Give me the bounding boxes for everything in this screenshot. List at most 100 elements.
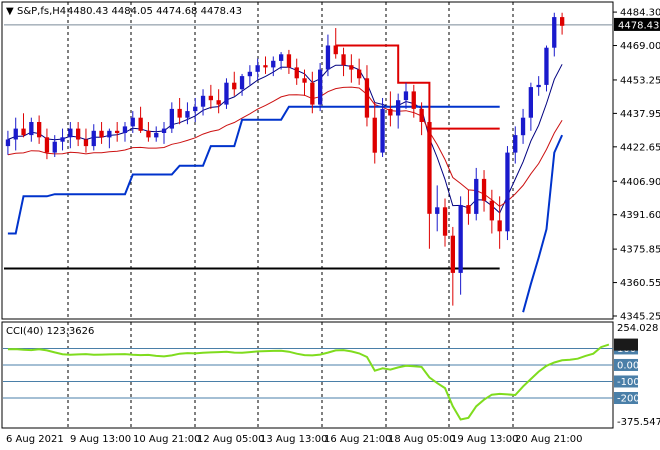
price-tick-label: 4345.25 xyxy=(620,312,660,323)
time-tick-label: 6 Aug 2021 xyxy=(6,434,64,445)
cci-level-tag-label: -100 xyxy=(617,377,640,388)
candle-body xyxy=(185,111,190,118)
candle-body xyxy=(396,100,401,116)
candle-body xyxy=(52,141,57,153)
candle-body xyxy=(380,108,385,153)
candle-body xyxy=(177,108,182,118)
cci-current-tag xyxy=(614,338,638,351)
time-tick-label: 19 Aug 13:00 xyxy=(451,434,518,445)
time-tick-label: 9 Aug 13:00 xyxy=(70,434,131,445)
cci-level-tag-label: -200 xyxy=(617,394,640,405)
chart-header-arrow-icon[interactable]: ▼ xyxy=(6,6,14,17)
candle-body xyxy=(263,65,268,68)
candle-body xyxy=(450,235,455,273)
cci-panel-frame xyxy=(1,321,614,429)
candle-body xyxy=(68,128,73,138)
candle-body xyxy=(427,122,432,214)
blue-band-series xyxy=(522,134,564,313)
candle-body xyxy=(232,82,237,90)
time-tick-label: 16 Aug 21:00 xyxy=(324,434,391,445)
cci-level-tag-label: 0.00 xyxy=(617,360,639,371)
candle-body xyxy=(255,65,260,72)
candle-body xyxy=(76,128,81,140)
candle-body xyxy=(29,122,34,136)
candle-body xyxy=(21,128,26,136)
price-tick-label: 4453.25 xyxy=(620,75,660,86)
candle-body xyxy=(271,60,276,68)
price-tick-label: 4422.65 xyxy=(620,142,660,153)
time-tick-label: 18 Aug 05:00 xyxy=(388,434,455,445)
time-tick-label: 13 Aug 13:00 xyxy=(260,434,327,445)
candle-body xyxy=(435,207,440,214)
blue-band-series xyxy=(7,105,500,235)
candle-body xyxy=(325,45,331,70)
time-gridlines xyxy=(67,2,514,428)
candle-body xyxy=(13,128,18,140)
price-tick-label: 4406.90 xyxy=(620,177,660,188)
cci-level-tag xyxy=(614,392,638,405)
candle-body xyxy=(115,130,120,133)
candle-body xyxy=(130,117,135,127)
candle-body xyxy=(364,78,370,118)
current-price-tag-label: 4478.43 xyxy=(618,20,659,31)
time-tick-label: 20 Aug 21:00 xyxy=(515,434,582,445)
candle-body xyxy=(513,135,518,153)
price-tick-label: 4484.30 xyxy=(620,8,660,19)
price-tick-label: 4391.60 xyxy=(620,210,660,221)
candle-body xyxy=(497,220,502,232)
cci-line-layer xyxy=(7,343,610,421)
candle-body xyxy=(481,178,487,201)
candle-body xyxy=(528,87,533,118)
cci-level-tag xyxy=(614,375,638,388)
current-price-tag xyxy=(614,17,660,31)
price-tick-label: 4375.85 xyxy=(620,245,660,256)
candle-body xyxy=(318,69,323,105)
candle-body xyxy=(5,139,11,147)
candle-body xyxy=(560,17,565,26)
candle-body xyxy=(37,122,42,138)
candle-body xyxy=(154,133,159,138)
cci-level-tag xyxy=(614,358,638,371)
candle-body xyxy=(99,130,104,138)
candle-body xyxy=(442,207,448,236)
candle-body xyxy=(286,54,292,68)
candle-body xyxy=(466,205,471,214)
candles xyxy=(5,12,565,306)
price-tick-label: 4360.55 xyxy=(620,278,660,289)
time-tick-label: 10 Aug 21:00 xyxy=(133,434,200,445)
time-tick-label: 12 Aug 05:00 xyxy=(197,434,264,445)
price-tick-label: 4469.00 xyxy=(620,41,660,52)
cci-axis-label: -375.5478 xyxy=(617,417,660,428)
candle-body xyxy=(474,178,479,214)
candle-body xyxy=(146,130,151,138)
candle-body xyxy=(44,137,50,153)
candle-body xyxy=(333,45,338,55)
candle-body xyxy=(247,71,252,77)
candle-body xyxy=(193,106,198,112)
candle-body xyxy=(310,82,315,105)
red-step-series xyxy=(335,44,500,130)
candle-body xyxy=(161,128,167,133)
candle-body xyxy=(349,65,354,70)
candle-body xyxy=(60,137,65,142)
price-tick-label: 4437.95 xyxy=(620,109,660,120)
candle-body xyxy=(208,95,213,101)
candle-body xyxy=(169,108,174,129)
candle-body xyxy=(489,200,494,221)
main-panel-frame xyxy=(1,1,614,320)
cci-series xyxy=(7,343,610,421)
candle-body xyxy=(216,100,221,105)
chart-ohlc: 4480.43 4484.05 4474.68 4478.43 xyxy=(67,6,242,17)
candle-body xyxy=(372,117,377,153)
candle-body xyxy=(544,47,549,85)
candle-body xyxy=(341,54,346,66)
candle-body xyxy=(91,130,96,147)
candle-body xyxy=(458,205,463,273)
cci-levels xyxy=(3,347,613,399)
chart-symbol: S&P,fs,H4 xyxy=(17,6,66,17)
axis-labels: 4484.30 4469.00 4453.25 4437.95 4422.65 4406.… xyxy=(6,8,660,445)
candle-body xyxy=(388,108,393,116)
dark-red-series xyxy=(7,86,563,208)
candle-body xyxy=(357,69,362,79)
